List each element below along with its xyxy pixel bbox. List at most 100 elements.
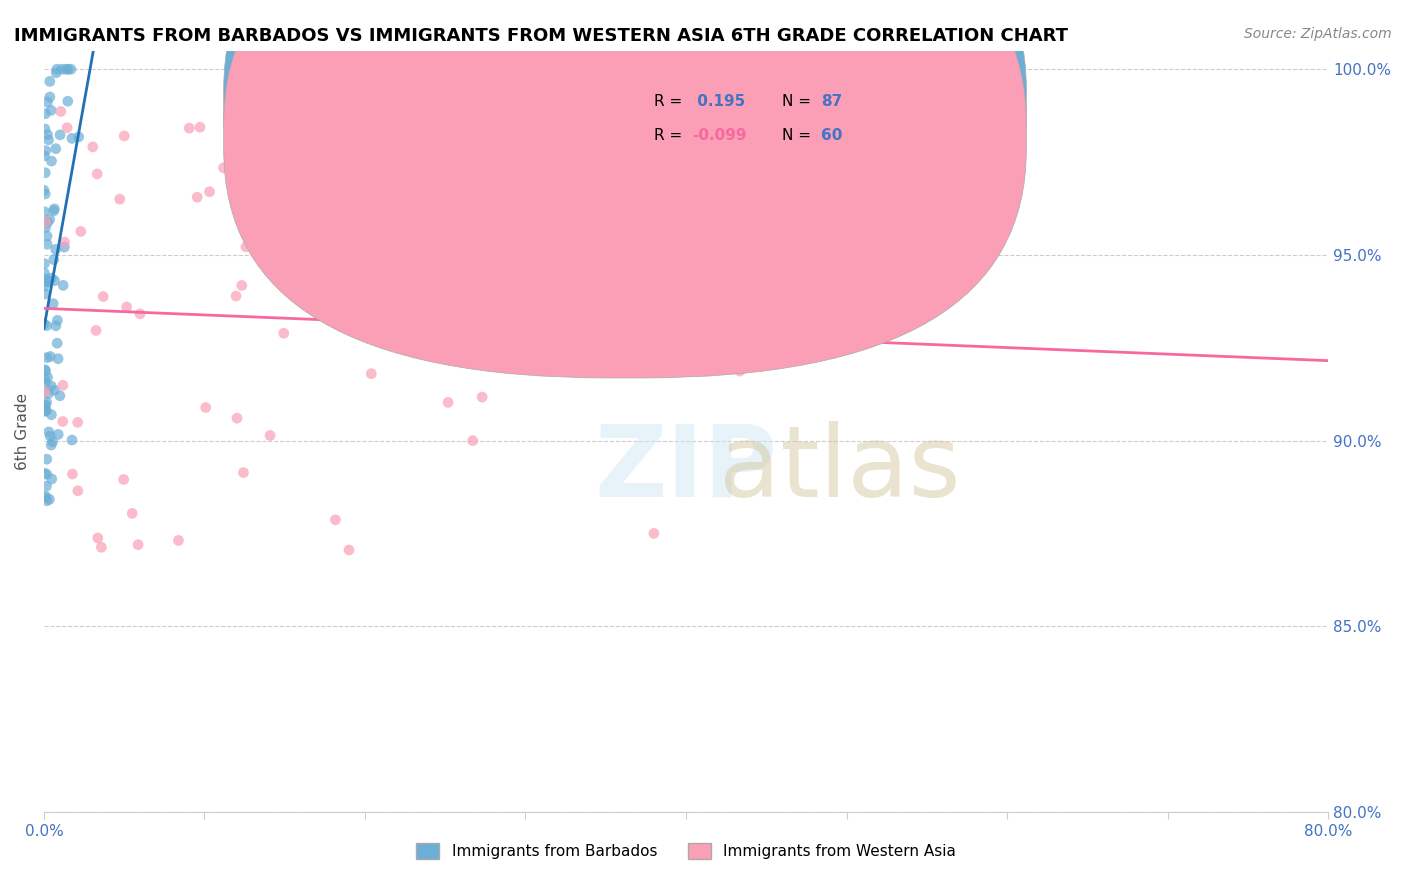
Point <box>453 307 475 321</box>
Point <box>84 323 107 337</box>
Point <box>60 467 83 482</box>
Point <box>461 434 484 448</box>
Point <box>259 428 281 442</box>
Text: N =: N = <box>782 128 817 144</box>
Point <box>474 331 496 345</box>
Point <box>179 121 201 136</box>
Point <box>34 364 56 378</box>
Point <box>360 367 382 381</box>
Point <box>34 204 56 219</box>
Text: 87: 87 <box>821 95 842 109</box>
Point <box>38 133 60 147</box>
Point <box>41 472 63 486</box>
Point <box>51 62 73 77</box>
Point <box>34 257 56 271</box>
Point <box>34 372 56 386</box>
Point <box>44 383 66 397</box>
Point <box>87 531 110 545</box>
Point <box>127 538 149 552</box>
Point <box>32 279 55 293</box>
Point <box>39 271 62 285</box>
Text: atlas: atlas <box>720 421 960 518</box>
Point <box>437 395 460 409</box>
Point <box>34 122 56 136</box>
Text: N =: N = <box>782 95 817 109</box>
Point <box>396 204 419 219</box>
Point <box>34 287 56 301</box>
Point <box>56 62 79 77</box>
Point <box>297 265 319 279</box>
Point <box>45 243 67 257</box>
Point <box>236 166 259 180</box>
Point <box>32 317 55 331</box>
Point <box>37 95 59 109</box>
Point <box>39 379 62 393</box>
Point <box>32 183 55 197</box>
Text: ZIP: ZIP <box>595 421 778 518</box>
Point <box>52 378 75 392</box>
Point <box>34 404 56 418</box>
Point <box>67 129 90 144</box>
Point <box>39 350 62 364</box>
Point <box>46 351 69 366</box>
Point <box>34 107 56 121</box>
Point <box>471 252 494 266</box>
Point <box>34 186 56 201</box>
Point <box>273 326 295 341</box>
Point <box>39 438 62 452</box>
Point <box>37 386 59 401</box>
Point <box>325 513 347 527</box>
Point <box>35 490 58 504</box>
Point <box>242 240 264 254</box>
Point <box>69 224 91 238</box>
Point <box>283 137 305 152</box>
Point <box>39 429 62 443</box>
Point <box>728 364 751 378</box>
Point <box>49 128 72 142</box>
Point <box>235 240 257 254</box>
Point <box>37 215 59 229</box>
Point <box>86 167 108 181</box>
Point <box>34 384 56 399</box>
Point <box>32 491 55 505</box>
Point <box>49 389 72 403</box>
Point <box>32 149 55 163</box>
Point <box>240 139 263 153</box>
Point <box>38 425 60 439</box>
Point <box>35 403 58 417</box>
Point <box>55 62 77 77</box>
FancyBboxPatch shape <box>224 0 1026 343</box>
Point <box>37 128 59 142</box>
Point <box>35 318 58 333</box>
Point <box>34 273 56 287</box>
Point <box>112 128 135 143</box>
Point <box>194 401 217 415</box>
Point <box>91 289 114 303</box>
Point <box>35 272 58 286</box>
Point <box>225 289 247 303</box>
Point <box>38 212 60 227</box>
Text: 60: 60 <box>821 128 842 144</box>
Point <box>44 202 66 216</box>
Point <box>90 541 112 555</box>
Point <box>42 296 65 310</box>
Point <box>38 492 60 507</box>
Point <box>34 144 56 158</box>
Point <box>35 229 58 244</box>
Point <box>37 237 59 252</box>
Point <box>564 277 586 292</box>
Legend: Immigrants from Barbados, Immigrants from Western Asia: Immigrants from Barbados, Immigrants fro… <box>411 837 962 865</box>
Point <box>337 543 360 558</box>
Point <box>42 252 65 267</box>
FancyBboxPatch shape <box>583 73 969 165</box>
Point <box>45 66 67 80</box>
Text: R =: R = <box>654 95 688 109</box>
Text: Source: ZipAtlas.com: Source: ZipAtlas.com <box>1244 27 1392 41</box>
Point <box>35 479 58 493</box>
Point <box>643 526 665 541</box>
Point <box>45 318 67 333</box>
Point <box>42 203 65 218</box>
Point <box>35 395 58 409</box>
Text: R =: R = <box>654 128 688 144</box>
Point <box>34 376 56 391</box>
